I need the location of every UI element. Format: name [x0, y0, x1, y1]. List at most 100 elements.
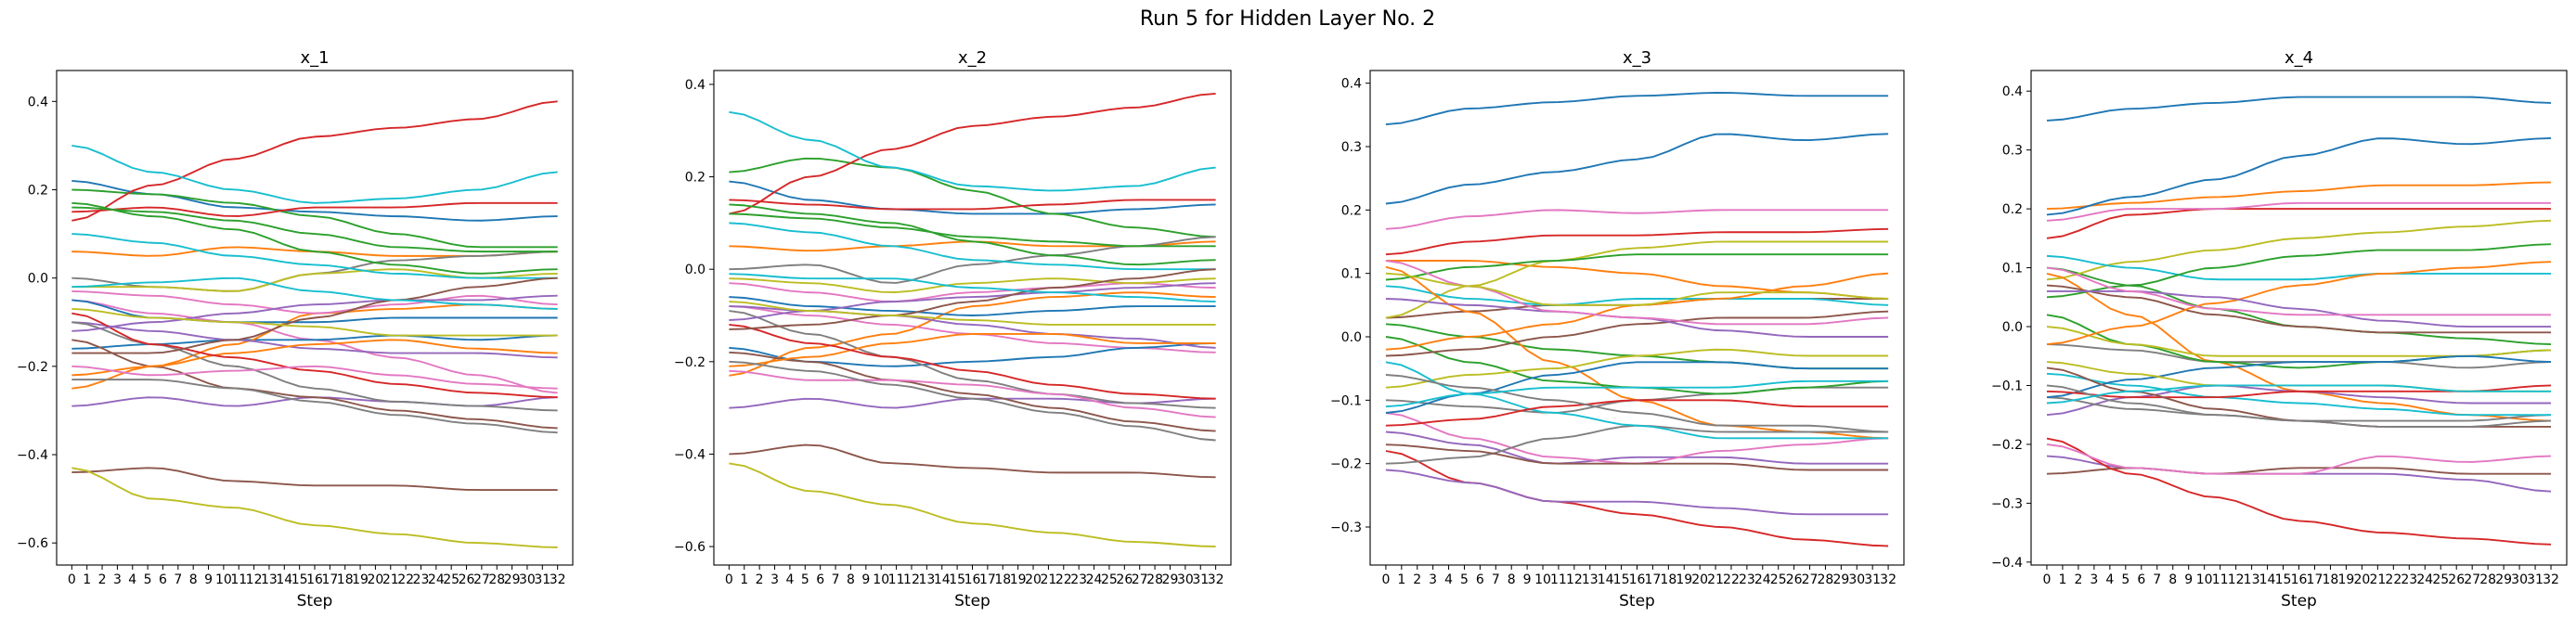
y-tick-label: 0.3 [2002, 144, 2023, 159]
x-tick-label: 1 [2058, 572, 2066, 587]
x-tick-label: 20 [1025, 572, 1042, 587]
x-tick-label: 3 [770, 572, 779, 587]
series-line-26 [71, 276, 558, 354]
x-axis-label: Step [1619, 592, 1655, 611]
series-line-23 [2046, 243, 2552, 299]
x-tick-label: 2 [2074, 572, 2082, 587]
x-tick-label: 14 [2259, 572, 2276, 587]
x-tick-label: 18 [337, 572, 354, 587]
y-tick-label: 0.2 [685, 171, 705, 186]
x-tick-label: 12 [2228, 572, 2245, 587]
series-line-6 [71, 467, 558, 492]
x-tick-label: 15 [291, 572, 308, 587]
x-tick-label: 9 [2184, 572, 2193, 587]
series-line-30 [1385, 379, 1889, 408]
x-tick-label: 4 [128, 572, 136, 587]
x-tick-label: 1 [83, 572, 91, 587]
series-line-22 [2046, 261, 2552, 345]
series-line-14 [729, 199, 1216, 211]
x-tick-label: 12 [903, 572, 920, 587]
x-tick-label: 18 [994, 572, 1011, 587]
x-tick-label: 3 [113, 572, 122, 587]
x-tick-label: 29 [2495, 572, 2512, 587]
x-tick-label: 13 [261, 572, 278, 587]
series-line-21 [2046, 354, 2552, 399]
x-tick-label: 5 [144, 572, 152, 587]
x-tick-label: 11 [230, 572, 247, 587]
x-tick-label: 13 [2244, 572, 2260, 587]
series-line-9 [71, 467, 558, 548]
series-line-26 [729, 268, 1216, 330]
x-tick-label: 10 [1534, 572, 1551, 587]
series-line-9 [2046, 219, 2552, 281]
series-line-29 [729, 301, 1216, 326]
x-tick-label: 22 [1723, 572, 1740, 587]
x-tick-label: 4 [785, 572, 794, 587]
series-line-16 [729, 351, 1216, 432]
y-tick-label: −0.6 [674, 540, 705, 555]
x-tick-label: 8 [1508, 572, 1516, 587]
x-tick-label: 31 [2527, 572, 2544, 587]
series-line-23 [1385, 253, 1889, 281]
y-tick-label: −0.4 [17, 448, 48, 463]
x-tick-label: 22 [397, 572, 414, 587]
x-tick-label: 15 [2275, 572, 2292, 587]
x-tick-label: 30 [1177, 572, 1194, 587]
series-line-5 [1385, 431, 1889, 465]
x-tick-label: 16 [2291, 572, 2308, 587]
x-tick-label: 23 [1070, 572, 1087, 587]
series-line-23 [71, 206, 558, 253]
series-line-16 [1385, 310, 1889, 357]
x-tick-label: 14 [1598, 572, 1614, 587]
y-tick-label: 0.2 [28, 183, 48, 198]
x-tick-label: 19 [352, 572, 369, 587]
series-line-16 [2046, 284, 2552, 334]
panel-x_1: x_10 1 2 3 4 5 6 7 8 9 101112131415161718192021222… [17, 48, 574, 611]
y-tick-label: 0.3 [1341, 140, 1362, 155]
x-tick-label: 8 [847, 572, 855, 587]
series-line-19 [729, 277, 1216, 293]
x-tick-label: 4 [1444, 572, 1453, 587]
series-line-24 [729, 324, 1216, 400]
x-tick-label: 24 [1086, 572, 1103, 587]
x-tick-label: 24 [428, 572, 445, 587]
x-tick-label: 18 [2323, 572, 2339, 587]
x-tick-label: 0 [725, 572, 733, 587]
x-tick-label: 29 [504, 572, 521, 587]
x-tick-label: 26 [1786, 572, 1803, 587]
series-line-22 [729, 332, 1216, 367]
x-tick-label: 15 [1613, 572, 1630, 587]
series-line-14 [71, 201, 558, 217]
series-group [729, 92, 1216, 548]
series-line-29 [71, 308, 558, 337]
x-tick-label: 27 [473, 572, 490, 587]
x-tick-label: 14 [276, 572, 292, 587]
x-tick-label: 3 [2090, 572, 2098, 587]
x-tick-label: 19 [1676, 572, 1692, 587]
panel-title: x_1 [300, 48, 329, 68]
x-tick-label: 19 [1010, 572, 1027, 587]
x-tick-label: 1 [1397, 572, 1405, 587]
x-axis-label: Step [297, 592, 333, 611]
x-tick-label: 31 [1864, 572, 1881, 587]
x-tick-label: 28 [1818, 572, 1834, 587]
x-tick-label: 20 [367, 572, 383, 587]
y-tick-label: −0.2 [1991, 438, 2023, 453]
x-tick-label: 29 [1832, 572, 1849, 587]
series-line-15 [71, 321, 558, 359]
y-tick-label: −0.1 [1330, 393, 1362, 408]
panel-title: x_3 [1623, 48, 1651, 68]
series-line-27 [2046, 266, 2552, 316]
series-group [1385, 92, 1889, 547]
x-tick-label: 23 [1739, 572, 1755, 587]
x-tick-label: 2 [1413, 572, 1421, 587]
x-tick-label: 7 [1492, 572, 1500, 587]
x-tick-label: 7 [2153, 572, 2161, 587]
x-axis-label: Step [2281, 592, 2317, 611]
x-tick-label: 20 [1691, 572, 1708, 587]
x-tick-label: 16 [964, 572, 981, 587]
x-tick-label: 17 [1644, 572, 1661, 587]
x-tick-label: 26 [459, 572, 475, 587]
x-tick-label: 9 [204, 572, 213, 587]
